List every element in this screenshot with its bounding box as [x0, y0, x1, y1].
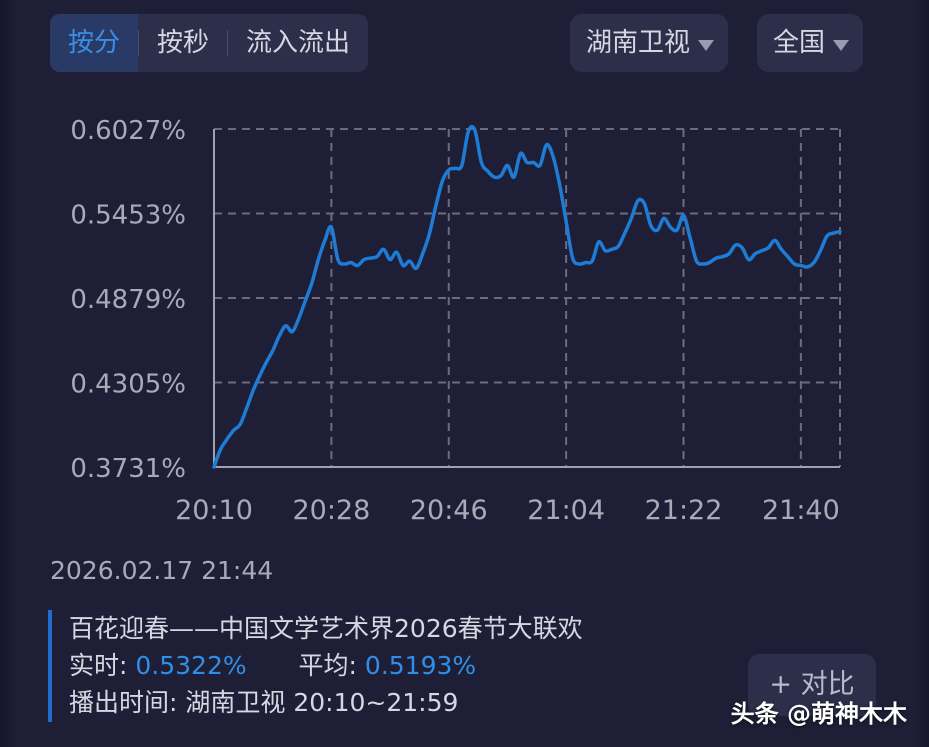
y-tick-label: 0.4305%: [70, 370, 186, 400]
broadcast-time: 播出时间: 湖南卫视 20:10~21:59: [69, 684, 583, 721]
x-tick-label: 20:28: [292, 495, 370, 526]
chart-axes: [213, 129, 840, 468]
tab-divider: [227, 30, 229, 56]
chart-series: [212, 124, 842, 469]
x-tick-label: 20:10: [175, 495, 253, 526]
y-tick-label: 0.4879%: [70, 285, 186, 315]
chart-tick-labels: 0.6027% 0.5453% 0.4879% 0.4305% 0.3731% 20:10…: [70, 116, 839, 526]
left-edge-shade: [0, 0, 16, 747]
tab-by-minute[interactable]: 按分: [50, 14, 139, 72]
caret-down-icon: [698, 39, 715, 51]
data-timestamp: 2026.02.17 21:44: [50, 556, 274, 585]
watermark: 头条 @萌神木木: [730, 700, 907, 728]
tab-by-second[interactable]: 按秒: [157, 28, 210, 58]
y-tick-label: 0.3731%: [70, 454, 186, 484]
right-edge-shade: [913, 0, 929, 747]
broadcast-value: 湖南卫视 20:10~21:59: [185, 688, 459, 717]
program-info: 百花迎春——中国文学艺术界2026春节大联欢 实时: 0.5322% 平均: 0…: [48, 610, 583, 722]
y-tick-label: 0.6027%: [70, 116, 186, 146]
caret-down-icon: [833, 39, 850, 51]
tab-divider: [138, 30, 140, 56]
region-dropdown-value: 全国: [773, 28, 826, 58]
series-line-0: [212, 124, 842, 469]
broadcast-label: 播出时间:: [69, 688, 178, 717]
tab-inflow-outflow[interactable]: 流入流出: [246, 28, 351, 58]
realtime-value: 0.5322%: [135, 651, 247, 680]
compare-button[interactable]: + 对比: [748, 654, 876, 716]
channel-dropdown-value: 湖南卫视: [586, 28, 691, 58]
region-dropdown[interactable]: 全国: [757, 14, 864, 72]
average-value: 0.5193%: [364, 651, 477, 680]
x-tick-label: 20:46: [410, 495, 488, 526]
rating-summary: 实时: 0.5322% 平均: 0.5193%: [69, 647, 583, 684]
x-tick-label: 21:40: [762, 495, 840, 526]
realtime-label: 实时:: [69, 651, 128, 680]
channel-dropdown[interactable]: 湖南卫视: [570, 14, 729, 72]
x-tick-label: 21:22: [645, 495, 723, 526]
x-tick-label: 21:04: [527, 495, 605, 526]
average-label: 平均:: [298, 651, 357, 680]
y-tick-label: 0.5453%: [70, 201, 186, 231]
ratings-line-chart: 0.6027% 0.5453% 0.4879% 0.4305% 0.3731% 20:10…: [70, 116, 842, 526]
mode-tabs: 按分 按秒 流入流出: [50, 14, 369, 72]
program-title: 百花迎春——中国文学艺术界2026春节大联欢: [69, 614, 583, 643]
